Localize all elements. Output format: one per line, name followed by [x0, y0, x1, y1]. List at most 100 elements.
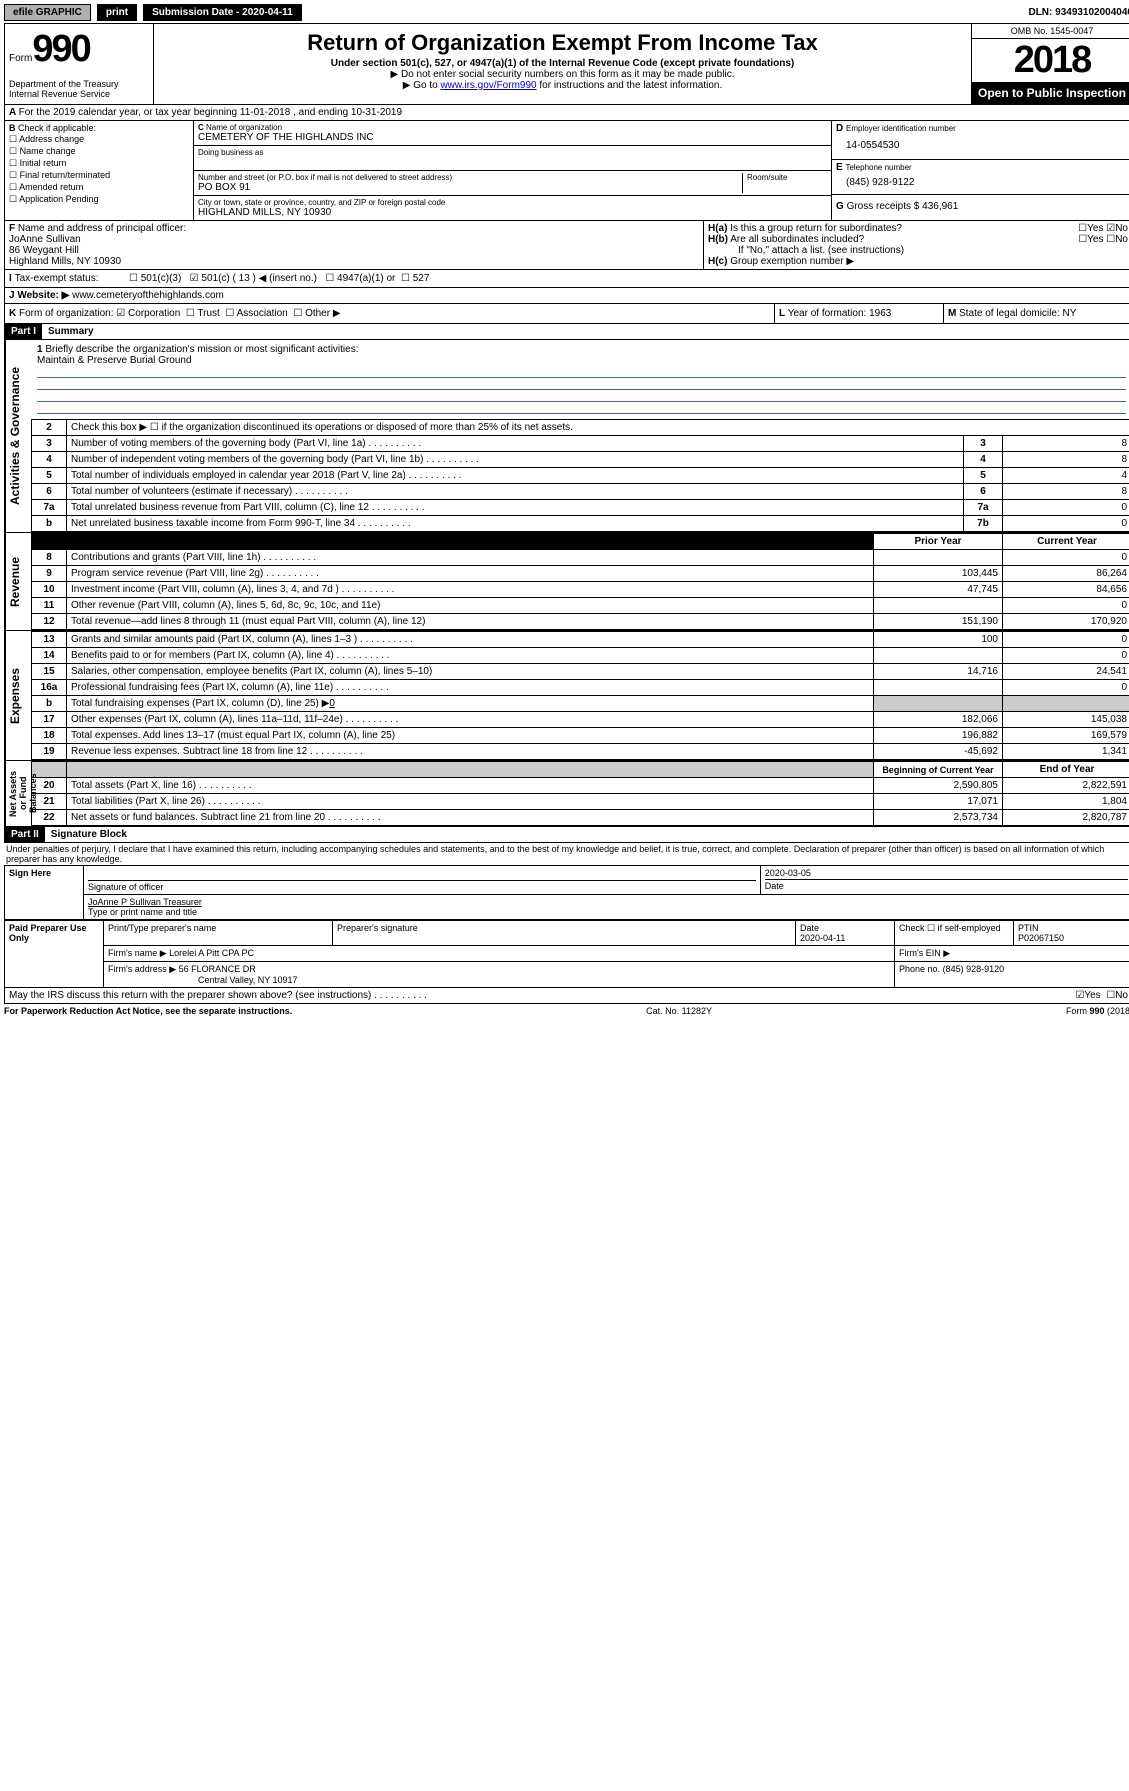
print-button[interactable]: print: [97, 4, 137, 21]
subtitle: Under section 501(c), 527, or 4947(a)(1)…: [158, 58, 967, 69]
l9c: 86,264: [1003, 566, 1129, 582]
chk-corporation[interactable]: Corporation: [116, 308, 180, 319]
revenue-table: Prior Year Current Year 8Contributions a…: [31, 533, 1129, 630]
irs-link[interactable]: www.irs.gov/Form990: [440, 80, 536, 91]
l8: Contributions and grants (Part VIII, lin…: [67, 550, 874, 566]
governance-table: 2Check this box ▶ ☐ if the organization …: [31, 419, 1129, 532]
form-990-number: 990: [32, 28, 89, 70]
box-b: B Check if applicable: Address change Na…: [5, 121, 194, 220]
right-info-col: D Employer identification number 14-0554…: [831, 121, 1129, 220]
chk-trust[interactable]: Trust: [186, 308, 220, 319]
chk-address-change[interactable]: Address change: [9, 134, 189, 145]
discuss-no[interactable]: No: [1115, 990, 1128, 1001]
l19p: -45,692: [874, 744, 1003, 760]
chk-association[interactable]: Association: [225, 308, 287, 319]
ein-value: 14-0554530: [836, 134, 1128, 157]
form-org-label: Form of organization:: [19, 308, 114, 319]
city-value: HIGHLAND MILLS, NY 10930: [198, 207, 827, 218]
efile-label: efile GRAPHIC: [4, 4, 91, 21]
vlabel-revenue: Revenue: [5, 533, 24, 630]
l12: Total revenue—add lines 8 through 11 (mu…: [67, 614, 874, 630]
l21p: 17,071: [874, 794, 1003, 810]
l16b: Total fundraising expenses (Part IX, col…: [67, 696, 874, 712]
ptin-value: P02067150: [1018, 933, 1064, 943]
l20c: 2,822,591: [1003, 778, 1129, 794]
l5v: 4: [1003, 468, 1129, 484]
l16a: Professional fundraising fees (Part IX, …: [67, 680, 874, 696]
part2-title: Signature Block: [45, 827, 133, 842]
part1-header-row: Part I Summary: [4, 324, 1129, 340]
l9p: 103,445: [874, 566, 1003, 582]
goto-post: for instructions and the latest informat…: [539, 80, 722, 91]
ptin-label: PTIN: [1018, 923, 1039, 933]
l18: Total expenses. Add lines 13–17 (must eq…: [67, 728, 874, 744]
l20: Total assets (Part X, line 16): [67, 778, 874, 794]
note-ssn: ▶ Do not enter social security numbers o…: [158, 69, 967, 80]
chk-501c3[interactable]: 501(c)(3): [129, 273, 181, 284]
cat-number: Cat. No. 11282Y: [646, 1006, 712, 1016]
firm-name-label: Firm's name ▶: [108, 948, 167, 958]
sig-date-value: 2020-03-05: [765, 868, 1128, 878]
chk-501c[interactable]: 501(c) ( 13 ) ◀ (insert no.): [190, 273, 317, 284]
note-goto: ▶ Go to www.irs.gov/Form990 for instruct…: [158, 80, 967, 91]
form-number-box: Form990 Department of the Treasury Inter…: [5, 24, 154, 104]
l9: Program service revenue (Part VIII, line…: [67, 566, 874, 582]
l12c: 170,920: [1003, 614, 1129, 630]
l4v: 8: [1003, 452, 1129, 468]
part1-badge: Part I: [5, 324, 42, 339]
box-c: C Name of organization CEMETERY OF THE H…: [194, 121, 831, 220]
form-title: Return of Organization Exempt From Incom…: [158, 30, 967, 56]
vlabel-netassets: Net Assets or Fund Balances: [5, 761, 40, 826]
sig-officer-label: Signature of officer: [88, 882, 756, 892]
tax-status-row: I Tax-exempt status: 501(c)(3) 501(c) ( …: [4, 270, 1129, 288]
l10c: 84,656: [1003, 582, 1129, 598]
org-info-block: B Check if applicable: Address change Na…: [4, 121, 1129, 221]
org-name: CEMETERY OF THE HIGHLANDS INC: [198, 132, 827, 143]
year-formation-value: 1963: [869, 308, 891, 319]
l22p: 2,573,734: [874, 810, 1003, 826]
chk-amended-return[interactable]: Amended return: [9, 182, 189, 193]
chk-other[interactable]: Other ▶: [293, 308, 340, 319]
prep-date-label: Date: [800, 923, 819, 933]
phone-label: Telephone number: [845, 163, 911, 172]
l1-text: Maintain & Preserve Burial Ground: [37, 355, 192, 366]
l16ac: 0: [1003, 680, 1129, 696]
l18p: 196,882: [874, 728, 1003, 744]
form-header: Form990 Department of the Treasury Inter…: [4, 23, 1129, 105]
chk-application-pending[interactable]: Application Pending: [9, 194, 189, 205]
l10p: 47,745: [874, 582, 1003, 598]
vlabel-expenses: Expenses: [5, 631, 24, 760]
discuss-row: May the IRS discuss this return with the…: [4, 988, 1129, 1004]
chk-final-return[interactable]: Final return/terminated: [9, 170, 189, 181]
l17c: 145,038: [1003, 712, 1129, 728]
expenses-table: 13Grants and similar amounts paid (Part …: [31, 631, 1129, 760]
submission-date-label: Submission Date - 2020-04-11: [143, 4, 302, 21]
l8c: 0: [1003, 550, 1129, 566]
prep-self-employed[interactable]: Check ☐ if self-employed: [895, 921, 1014, 946]
netassets-section: Net Assets or Fund Balances Beginning of…: [4, 761, 1129, 827]
discuss-yes[interactable]: Yes: [1084, 990, 1100, 1001]
chk-4947[interactable]: 4947(a)(1) or: [325, 273, 395, 284]
dln-label: DLN: 93493102004040: [1028, 7, 1129, 18]
form-org-row: K Form of organization: Corporation Trus…: [4, 304, 1129, 324]
footer-row: For Paperwork Reduction Act Notice, see …: [4, 1006, 1129, 1016]
l13c: 0: [1003, 632, 1129, 648]
l4: Number of independent voting members of …: [67, 452, 964, 468]
begin-year-hdr: Beginning of Current Year: [874, 762, 1003, 778]
tax-year: 2018: [972, 39, 1129, 82]
l19c: 1,341: [1003, 744, 1129, 760]
chk-initial-return[interactable]: Initial return: [9, 158, 189, 169]
officer-group-row: F Name and address of principal officer:…: [4, 221, 1129, 270]
year-box: OMB No. 1545-0047 2018 Open to Public In…: [971, 24, 1129, 104]
revenue-section: Revenue Prior Year Current Year 8Contrib…: [4, 533, 1129, 631]
l22: Net assets or fund balances. Subtract li…: [67, 810, 874, 826]
officer-printed-name: JoAnne P Sullivan Treasurer: [88, 897, 1128, 907]
l13: Grants and similar amounts paid (Part IX…: [67, 632, 874, 648]
chk-527[interactable]: 527: [401, 273, 429, 284]
form-ref: Form 990 (2018): [1066, 1006, 1129, 1016]
chk-name-change[interactable]: Name change: [9, 146, 189, 157]
current-year-hdr: Current Year: [1003, 534, 1129, 550]
end-year-hdr: End of Year: [1003, 762, 1129, 778]
l15: Salaries, other compensation, employee b…: [67, 664, 874, 680]
open-to-public: Open to Public Inspection: [972, 82, 1129, 104]
